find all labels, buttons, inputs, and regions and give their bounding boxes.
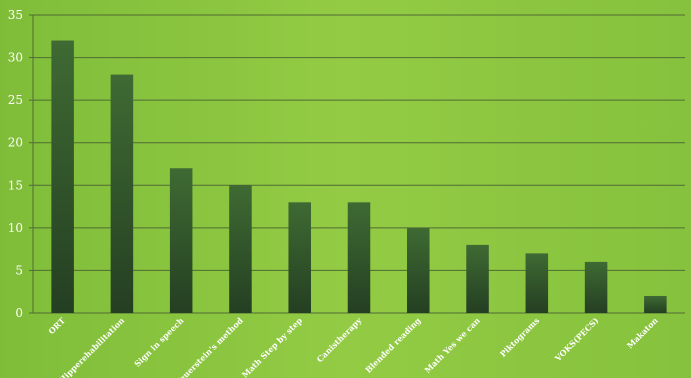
bar-blended-reading bbox=[407, 227, 430, 313]
bar-sign-in-speech bbox=[169, 168, 193, 313]
y-tick-label: 35 bbox=[8, 8, 23, 22]
bar-hipperehabilitation bbox=[110, 74, 134, 313]
bar-voks-pecs bbox=[584, 261, 608, 313]
bar-math-yes-we-can bbox=[466, 244, 489, 313]
bar-piktograms bbox=[525, 253, 549, 313]
bar-math-step-by-step bbox=[288, 202, 311, 313]
bar-feuerstein-s-method bbox=[229, 185, 252, 313]
y-tick-label: 15 bbox=[8, 178, 23, 192]
y-tick-label: 5 bbox=[15, 263, 23, 277]
bar-canistherapy bbox=[347, 202, 371, 313]
y-tick-label: 25 bbox=[8, 93, 23, 107]
y-tick-label: 0 bbox=[15, 306, 23, 320]
y-tick-label: 30 bbox=[8, 51, 23, 65]
y-tick-label: 10 bbox=[8, 221, 23, 235]
bar-makaton bbox=[644, 295, 667, 313]
bar-ort bbox=[51, 40, 74, 314]
y-tick-label: 20 bbox=[8, 136, 23, 150]
